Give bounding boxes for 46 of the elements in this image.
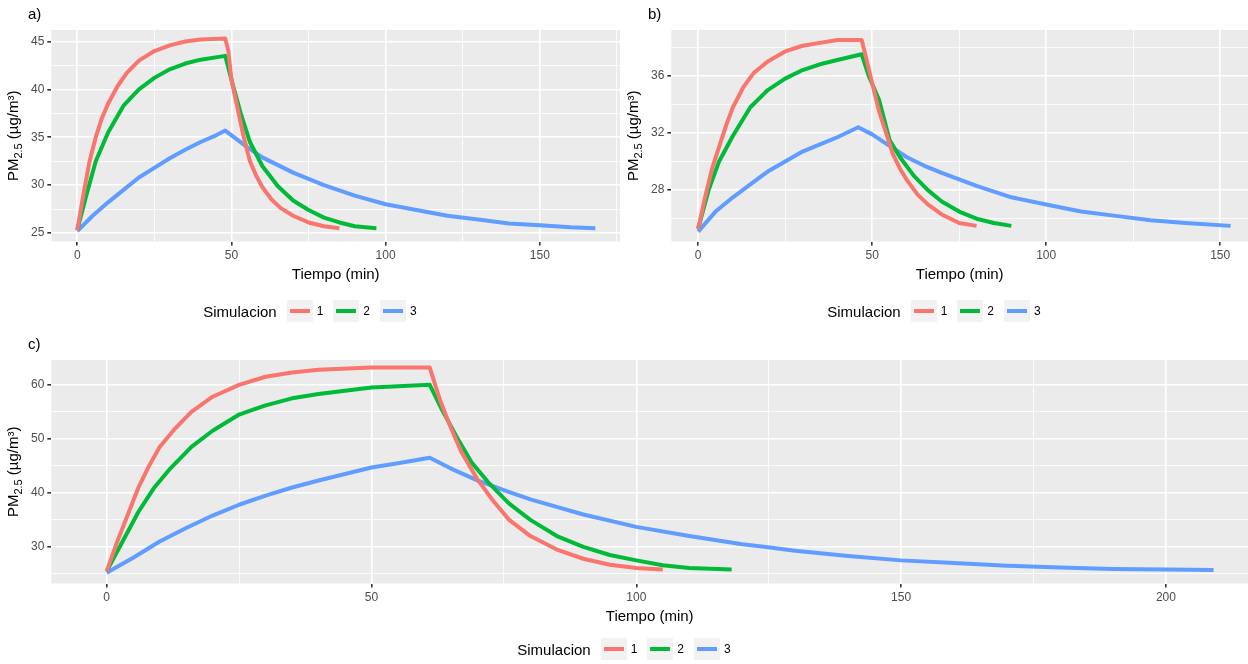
- x-tick-label: 0: [103, 590, 111, 605]
- legend-title: Simulacion: [517, 640, 591, 658]
- x-tick-label: 50: [364, 590, 379, 605]
- legend-label: 3: [724, 642, 731, 656]
- y-axis-title: PM2.5 (µg/m³): [4, 90, 25, 182]
- legend-label: 3: [1034, 304, 1041, 318]
- legend-label: 2: [677, 642, 685, 656]
- y-tick-label: 25: [30, 225, 45, 240]
- chart-title: a): [28, 5, 42, 23]
- legend-title: Simulacion: [827, 302, 901, 320]
- y-tick-label: 36: [650, 68, 665, 83]
- y-tick-label: 30: [30, 539, 45, 554]
- y-tick-label: 50: [30, 431, 45, 446]
- x-tick-label: 0: [694, 248, 702, 263]
- y-tick-label: 45: [30, 33, 45, 48]
- chart-title: b): [648, 5, 662, 23]
- x-tick-label: 100: [1036, 248, 1057, 263]
- y-axis-title: PM2.5 (µg/m³): [624, 90, 645, 182]
- legend-label: 2: [363, 304, 371, 318]
- x-axis-title: Tiempo (min): [915, 265, 1004, 283]
- y-tick-label: 30: [30, 177, 45, 192]
- x-axis-title: Tiempo (min): [605, 607, 694, 625]
- y-tick-label: 28: [650, 182, 665, 197]
- y-tick-label: 40: [30, 81, 45, 96]
- y-axis-title: PM2.5 (µg/m³): [4, 426, 25, 518]
- y-tick-label: 60: [30, 377, 45, 392]
- legend-label: 1: [316, 304, 324, 318]
- x-axis-title: Tiempo (min): [291, 265, 380, 283]
- y-tick-label: 32: [650, 125, 665, 140]
- x-tick-label: 150: [1210, 248, 1231, 263]
- legend-label: 1: [940, 304, 948, 318]
- legend-title: Simulacion: [203, 302, 277, 320]
- legend-label: 2: [987, 304, 995, 318]
- x-tick-label: 150: [891, 590, 912, 605]
- x-tick-label: 100: [375, 248, 396, 263]
- x-tick-label: 100: [626, 590, 647, 605]
- y-tick-label: 40: [30, 485, 45, 500]
- x-tick-label: 150: [529, 248, 551, 263]
- x-tick-label: 200: [1155, 590, 1177, 605]
- y-tick-label: 35: [30, 129, 45, 144]
- x-tick-label: 0: [73, 248, 81, 263]
- x-tick-label: 50: [865, 248, 880, 263]
- x-tick-label: 50: [224, 248, 239, 263]
- chart-title: c): [28, 335, 41, 353]
- legend-label: 3: [410, 304, 417, 318]
- legend-label: 1: [630, 642, 638, 656]
